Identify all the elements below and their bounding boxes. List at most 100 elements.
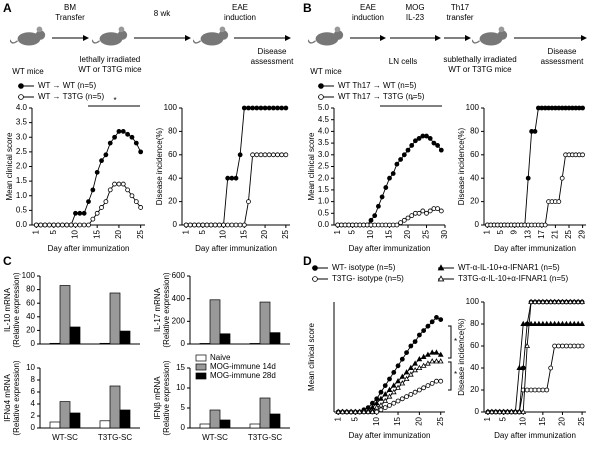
y-tick-label: 2.5 [318, 162, 330, 171]
y-tick-label: 60 [470, 150, 479, 159]
marker [378, 389, 384, 395]
marker [504, 408, 511, 414]
marker [107, 140, 113, 146]
marker [398, 157, 404, 162]
marker [129, 193, 135, 199]
marker [312, 276, 318, 282]
marker [262, 152, 268, 158]
marker [372, 213, 378, 219]
y-tick-label: 3.0 [16, 132, 28, 141]
y-axis-label: Mean clinical score [307, 322, 316, 391]
x-tick-label: 20 [414, 416, 423, 425]
marker [192, 222, 197, 228]
y-tick-label: 5 [181, 403, 186, 412]
marker [395, 398, 401, 404]
marker [399, 396, 405, 402]
marker [129, 134, 135, 140]
marker [403, 369, 410, 375]
marker [435, 206, 441, 212]
bar [69, 412, 81, 429]
annotation: * [113, 96, 116, 105]
marker [555, 320, 562, 326]
marker [391, 400, 397, 406]
y-tick-label: 15 [176, 363, 185, 372]
schematic-text: WT mice [12, 67, 44, 76]
series [335, 358, 444, 414]
marker [237, 222, 243, 228]
marker [563, 343, 569, 349]
marker [559, 298, 566, 304]
legend-label: T3TG-α-IL-10+α-IFNAR1 (n=5) [458, 274, 569, 283]
legend-item: MOG-immune 14d [195, 362, 276, 371]
y-tick-label: 80 [168, 127, 177, 136]
marker [312, 265, 318, 271]
x-tick-label: 15 [538, 416, 547, 425]
x-tick-label: 21 [551, 229, 560, 238]
marker [373, 404, 380, 410]
marker [200, 222, 206, 228]
marker [107, 187, 113, 193]
marker [409, 143, 415, 148]
marker [258, 152, 264, 158]
bar [119, 330, 131, 345]
marker [579, 343, 585, 349]
marker [46, 222, 52, 228]
marker [416, 387, 422, 393]
marker [532, 128, 538, 134]
y-tick-label: 20 [470, 197, 479, 206]
marker [536, 387, 542, 393]
marker [431, 140, 437, 146]
marker [532, 298, 538, 304]
x-tick-label: 20 [558, 416, 567, 425]
marker [539, 298, 546, 304]
marker [425, 351, 431, 357]
marker [368, 217, 374, 223]
schematic-text: Disease [258, 47, 287, 56]
marker [571, 343, 577, 349]
marker [270, 152, 276, 158]
marker [187, 222, 193, 228]
y-tick-label: 0 [475, 220, 480, 229]
y-axis-label: (Relative expression) [12, 272, 21, 347]
marker [225, 175, 231, 181]
marker [138, 149, 144, 155]
marker [559, 320, 566, 326]
marker [433, 358, 440, 364]
marker [559, 175, 565, 181]
marker [556, 343, 561, 349]
marker [133, 199, 139, 205]
y-tick-label: 20 [26, 326, 35, 335]
y-tick-label: 1.5 [318, 185, 330, 194]
bar [269, 413, 281, 429]
x-tick-label: 10 [518, 416, 527, 425]
marker [120, 181, 126, 187]
marker [416, 332, 422, 338]
marker [394, 222, 400, 228]
x-axis-label: Day after immunization [349, 244, 431, 253]
y-tick-label: 100 [466, 297, 480, 306]
schematic-text: assessment [541, 57, 584, 66]
marker [254, 152, 260, 158]
marker [404, 394, 409, 400]
x-tick-label: 1 [483, 229, 492, 234]
y-tick-label: 0 [475, 407, 480, 416]
marker [407, 371, 414, 377]
x-tick-label: T3TG-SC [248, 433, 282, 442]
marker [33, 222, 39, 228]
y-tick-label: 0 [173, 220, 178, 229]
y-tick-label: 3.5 [16, 118, 28, 127]
marker [496, 408, 503, 414]
y-tick-label: 10 [26, 363, 35, 372]
x-tick-label: 20 [403, 229, 412, 238]
marker [77, 210, 83, 216]
bar [109, 292, 121, 345]
marker [551, 298, 558, 304]
marker [18, 94, 24, 100]
x-tick-label: WT-SC [52, 433, 78, 442]
marker [408, 391, 414, 397]
panel-label: D [303, 254, 312, 268]
bar [219, 419, 231, 429]
x-tick-label: 15 [239, 229, 248, 238]
marker [55, 222, 61, 228]
x-tick-label: 5 [198, 229, 207, 234]
